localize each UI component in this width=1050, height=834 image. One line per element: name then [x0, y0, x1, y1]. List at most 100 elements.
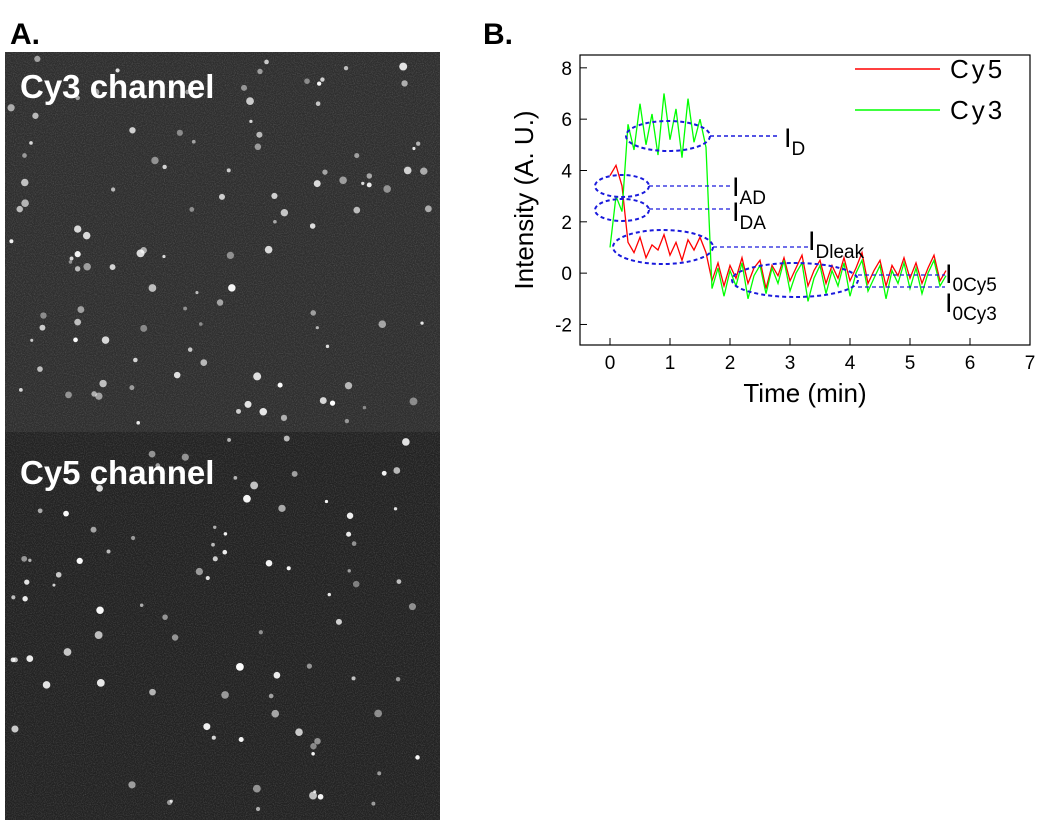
spot [187, 347, 193, 352]
spot [205, 575, 210, 581]
spot [258, 630, 263, 635]
spot [278, 504, 286, 512]
spot [311, 752, 315, 756]
spot [218, 193, 226, 200]
spot [191, 139, 196, 144]
spot [280, 414, 288, 421]
spot [150, 479, 155, 484]
spot [408, 603, 416, 611]
spot [83, 263, 91, 271]
spot [344, 382, 353, 390]
x-axis-label: Time (min) [743, 378, 866, 408]
spot [221, 691, 229, 699]
spot [273, 219, 277, 224]
spot [133, 357, 138, 363]
spot [351, 541, 357, 546]
spot [155, 463, 161, 468]
spot [236, 662, 244, 671]
spot [40, 312, 47, 319]
spot [377, 771, 382, 776]
spot [395, 676, 401, 682]
spot [21, 555, 28, 562]
spot [271, 709, 280, 718]
spot [22, 153, 27, 158]
spot [185, 89, 190, 95]
spot [409, 397, 418, 406]
spot [374, 709, 383, 718]
spot [63, 648, 72, 656]
spot [162, 254, 166, 259]
spot [315, 326, 319, 330]
annotation-ellipse [731, 262, 859, 298]
spot [130, 535, 136, 541]
spot [415, 755, 420, 760]
x-tick-label: 0 [605, 353, 616, 374]
y-axis-label: Intensity (A. U.) [509, 110, 539, 289]
spot [329, 400, 336, 406]
spot [166, 799, 173, 805]
spot [212, 556, 218, 562]
spot [74, 266, 81, 272]
annotation-shapes [594, 120, 945, 298]
spot [412, 146, 416, 151]
micrograph [5, 52, 440, 820]
spot [73, 337, 78, 343]
spot [378, 320, 387, 328]
spot [34, 55, 41, 62]
spot [200, 359, 208, 366]
spot [227, 438, 231, 442]
spot [148, 450, 156, 458]
spot [96, 606, 104, 615]
spot [309, 223, 316, 229]
spot [148, 284, 157, 292]
spot [233, 476, 238, 480]
spot [344, 418, 350, 424]
spot [128, 781, 136, 789]
spot [381, 470, 387, 476]
x-tick-label: 2 [725, 353, 736, 374]
spot [313, 180, 321, 188]
spot [7, 104, 15, 112]
spot [91, 391, 97, 397]
spot [24, 579, 30, 585]
spot [173, 371, 181, 379]
x-tick-label: 1 [665, 353, 676, 374]
spot [171, 634, 179, 641]
spot [99, 379, 107, 388]
spot [403, 166, 412, 175]
spot [52, 583, 56, 587]
spot [101, 336, 110, 344]
spot [211, 735, 216, 740]
spot [320, 77, 325, 82]
spot [39, 324, 46, 331]
spot [37, 508, 43, 514]
x-tick-label: 5 [905, 353, 916, 374]
spot [399, 62, 408, 71]
spot [351, 676, 356, 681]
spot [420, 167, 428, 175]
spot [396, 579, 402, 584]
spot [283, 435, 290, 442]
spot [273, 671, 281, 679]
spot [268, 693, 274, 699]
spot [286, 566, 291, 571]
spot [366, 173, 373, 179]
spot [246, 97, 254, 105]
spot [82, 231, 91, 240]
spot [69, 256, 74, 261]
spot [91, 88, 100, 96]
spot [401, 80, 408, 87]
spot [129, 127, 136, 134]
spot [362, 405, 367, 410]
spot [361, 181, 365, 185]
annotation: ID [784, 123, 805, 160]
channel-label: Cy5 channel [20, 454, 214, 491]
traces [609, 93, 947, 302]
annotation: I0Cy3 [945, 288, 997, 325]
spot [226, 168, 231, 173]
spot [216, 299, 224, 306]
spot [95, 392, 103, 400]
spot [353, 580, 360, 588]
spot [22, 596, 28, 602]
spot [393, 467, 401, 474]
